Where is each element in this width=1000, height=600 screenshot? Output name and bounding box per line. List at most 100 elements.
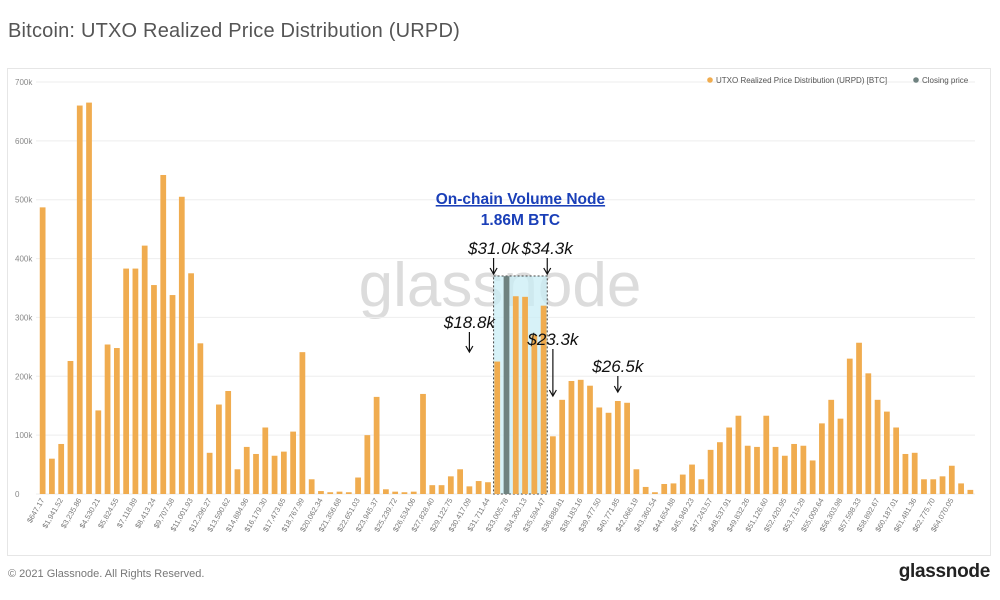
urpd-bar — [689, 464, 695, 494]
urpd-bar — [791, 443, 797, 494]
urpd-bar — [837, 418, 844, 494]
volume-node-value: 1.86M BTC — [481, 212, 560, 229]
urpd-bar — [512, 296, 519, 494]
urpd-bar — [550, 436, 556, 494]
urpd-bar — [141, 245, 148, 494]
urpd-bar — [86, 102, 92, 494]
urpd-bar — [95, 410, 102, 494]
urpd-bar — [243, 446, 250, 494]
urpd-bar — [457, 469, 463, 494]
urpd-bar — [104, 344, 111, 494]
y-tick-label: 400k — [15, 255, 33, 264]
urpd-bar — [939, 476, 946, 494]
price-annotation: $18.8k — [443, 313, 497, 332]
urpd-bar — [58, 443, 65, 494]
urpd-bar — [447, 476, 454, 494]
urpd-bar — [633, 469, 640, 494]
annotation-arrowhead — [543, 267, 552, 276]
urpd-bar — [577, 379, 584, 494]
urpd-bar — [206, 452, 213, 494]
urpd-bar — [169, 295, 176, 494]
urpd-bar — [735, 415, 742, 494]
urpd-bar — [188, 273, 194, 494]
urpd-bar — [781, 455, 788, 494]
urpd-bar — [846, 358, 853, 494]
urpd-bar — [39, 207, 46, 494]
urpd-bar — [652, 492, 658, 494]
urpd-bar — [299, 352, 306, 494]
urpd-bar — [216, 404, 222, 494]
urpd-bar — [809, 460, 816, 494]
urpd-bar — [151, 285, 157, 494]
urpd-bar — [800, 445, 807, 494]
urpd-bar — [345, 492, 352, 494]
urpd-bar — [132, 268, 139, 494]
urpd-bar — [113, 348, 120, 494]
urpd-bar — [921, 479, 927, 494]
urpd-bar — [967, 489, 974, 494]
urpd-bar — [327, 492, 334, 494]
urpd-bar — [420, 393, 426, 494]
urpd-bar — [290, 431, 296, 494]
urpd-bar — [410, 491, 417, 494]
y-tick-label: 700k — [15, 78, 33, 87]
volume-node-highlight — [493, 275, 548, 495]
urpd-bar — [178, 196, 185, 494]
urpd-bar — [429, 485, 436, 494]
urpd-bar — [355, 477, 361, 494]
volume-node-title: On-chain Volume Node — [436, 191, 606, 208]
urpd-bar — [336, 491, 343, 494]
urpd-bar — [559, 399, 566, 494]
urpd-bar — [856, 342, 862, 494]
glassnode-logo: glassnode — [898, 561, 991, 582]
urpd-bar — [485, 482, 491, 494]
urpd-bar — [308, 479, 315, 494]
urpd-bar — [364, 435, 371, 494]
urpd-bar — [225, 391, 232, 494]
urpd-bar — [670, 483, 677, 494]
legend-urpd-swatch — [707, 77, 713, 83]
urpd-bar — [271, 455, 278, 494]
urpd-bar — [726, 427, 733, 494]
urpd-bar — [373, 396, 380, 494]
urpd-bar — [234, 469, 241, 494]
y-tick-label: 0 — [15, 490, 20, 499]
urpd-bar — [948, 465, 955, 494]
urpd-bar — [874, 399, 881, 494]
chart-title: Bitcoin: UTXO Realized Price Distributio… — [8, 20, 460, 42]
urpd-bar — [930, 479, 937, 494]
urpd-bar — [392, 491, 399, 494]
urpd-bar — [123, 268, 130, 494]
legend-closing-label: Closing price — [922, 76, 969, 85]
urpd-bar — [262, 427, 269, 494]
urpd-bar — [865, 373, 872, 494]
closing-price-bar — [503, 276, 510, 494]
urpd-bar — [679, 474, 686, 494]
price-annotation: $23.3k — [526, 330, 580, 349]
y-tick-label: 500k — [15, 196, 33, 205]
urpd-bar — [828, 399, 835, 494]
copyright-text: © 2021 Glassnode. All Rights Reserved. — [8, 568, 205, 580]
urpd-bar — [466, 486, 473, 494]
urpd-bar — [318, 491, 324, 494]
urpd-bar — [642, 486, 649, 494]
urpd-bar — [67, 360, 74, 494]
urpd-bar — [819, 423, 825, 494]
urpd-bar — [280, 451, 287, 494]
price-annotation: $34.3k — [521, 239, 575, 258]
urpd-bar — [540, 305, 547, 494]
annotation-arrowhead — [465, 345, 474, 354]
urpd-bar — [160, 174, 167, 494]
urpd-bar — [661, 483, 668, 494]
urpd-bar — [587, 385, 593, 494]
urpd-bar — [763, 415, 770, 494]
urpd-bar — [698, 479, 705, 494]
urpd-bar — [911, 452, 918, 494]
urpd-bar — [76, 105, 83, 495]
urpd-bar — [717, 442, 723, 494]
annotation-arrowhead — [548, 389, 557, 398]
urpd-bar — [383, 489, 389, 494]
urpd-bar — [401, 492, 408, 494]
legend-urpd-label: UTXO Realized Price Distribution (URPD) … — [716, 76, 887, 85]
